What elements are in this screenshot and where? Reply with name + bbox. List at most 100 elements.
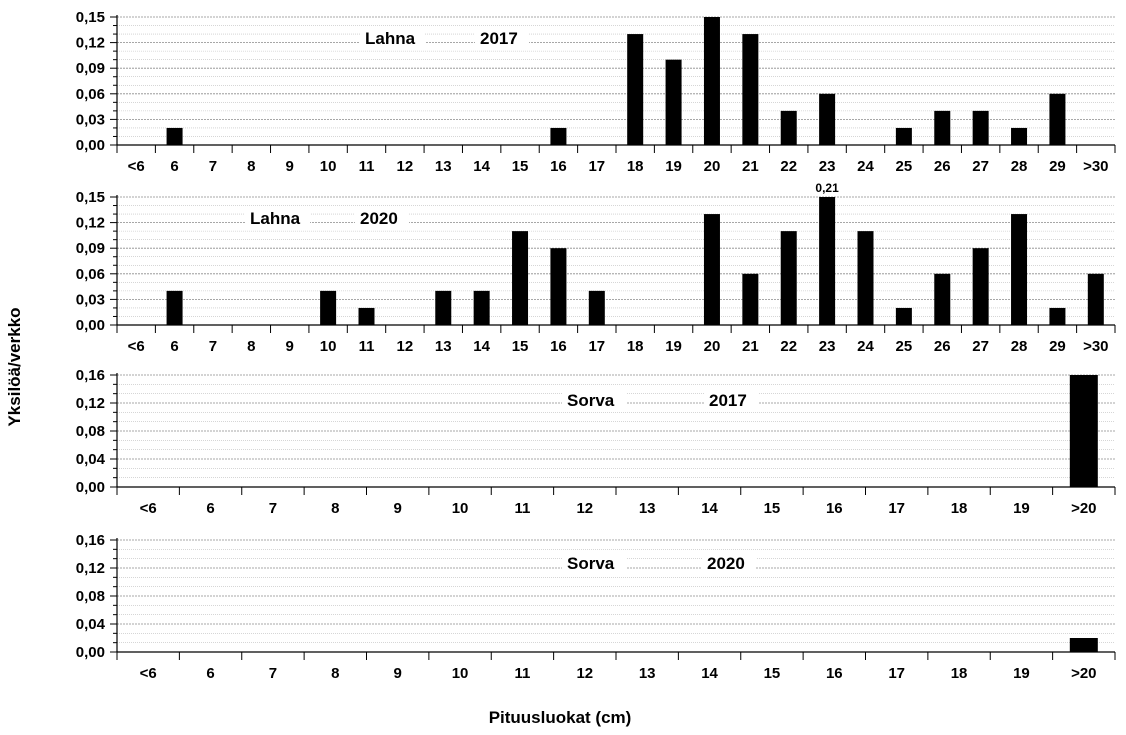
x-tick-label: 21 — [742, 158, 759, 175]
x-tick-label: 22 — [780, 338, 797, 355]
x-tick-label: 16 — [826, 500, 843, 517]
chart-title-backing — [562, 554, 627, 574]
y-tick-label: 0,09 — [76, 60, 105, 77]
bar-29 — [1049, 307, 1066, 325]
x-tick-label: 27 — [972, 158, 989, 175]
y-tick-label: 0,09 — [76, 240, 105, 257]
x-tick-label: 20 — [704, 338, 721, 355]
y-tick-label: 0,00 — [76, 137, 105, 154]
x-tick-label: 24 — [857, 158, 874, 175]
x-tick-label: >30 — [1083, 338, 1108, 355]
y-tick-label: 0,06 — [76, 266, 105, 283]
bar-26 — [934, 273, 951, 325]
bar-28 — [1011, 127, 1028, 145]
bar-10 — [320, 290, 337, 325]
y-tick-label: 0,00 — [76, 644, 105, 661]
x-tick-label: 15 — [512, 158, 529, 175]
x-tick-label: 10 — [320, 158, 337, 175]
y-tick-label: 0,12 — [76, 560, 105, 577]
chart-year-backing — [475, 29, 529, 49]
chart-year-backing — [704, 391, 758, 411]
chart-title: Sorva — [567, 391, 615, 410]
x-tick-label: 28 — [1011, 158, 1028, 175]
x-tick-label: 8 — [247, 338, 255, 355]
x-tick-label: 9 — [286, 158, 294, 175]
x-tick-label: <6 — [128, 338, 145, 355]
chart-title-backing — [245, 209, 310, 229]
x-tick-label: 15 — [764, 500, 781, 517]
chart-year-backing — [355, 209, 409, 229]
x-tick-label: 23 — [819, 158, 836, 175]
x-tick-label: 14 — [473, 158, 490, 175]
chart-title-backing — [360, 29, 425, 49]
x-tick-label: 17 — [888, 500, 905, 517]
bar-27 — [972, 248, 989, 325]
x-tick-label: 19 — [1013, 665, 1030, 682]
x-tick-label: 17 — [888, 665, 905, 682]
x-tick-label: <6 — [128, 158, 145, 175]
x-tick-label: >20 — [1071, 665, 1096, 682]
x-tick-label: 7 — [209, 158, 217, 175]
x-tick-label: 19 — [1013, 500, 1030, 517]
chart-title: Lahna — [250, 209, 301, 228]
x-tick-label: 11 — [515, 665, 531, 682]
y-tick-label: 0,03 — [76, 291, 105, 308]
chart-year: 2017 — [480, 29, 518, 48]
bar-6 — [166, 290, 183, 325]
chart-title: Sorva — [567, 554, 615, 573]
x-tick-label: 18 — [951, 665, 968, 682]
y-tick-label: 0,03 — [76, 111, 105, 128]
y-tick-label: 0,08 — [76, 423, 105, 440]
x-tick-label: 13 — [435, 338, 452, 355]
x-tick-label: 11 — [359, 338, 375, 355]
x-tick-label: 7 — [269, 500, 277, 517]
x-tick-label: 21 — [742, 338, 759, 355]
x-tick-label: 13 — [639, 500, 656, 517]
chart-panels: 0,00 0,03 0,06 0,09 0,12 0,15 <6 6 7 8 9 10 11 12 13 14… — [76, 9, 1116, 682]
x-tick-label: 7 — [209, 338, 217, 355]
x-tick-label: 14 — [701, 500, 718, 517]
y-tick-label: 0,12 — [76, 395, 105, 412]
y-tick-label: 0,06 — [76, 86, 105, 103]
bar-21 — [742, 273, 759, 325]
x-tick-label: 8 — [331, 665, 339, 682]
x-tick-label: 9 — [286, 338, 294, 355]
bar->20 — [1069, 638, 1098, 652]
x-tick-label: 8 — [247, 158, 255, 175]
x-tick-label: 15 — [512, 338, 529, 355]
x-tick-label: 6 — [206, 500, 214, 517]
chart-year: 2020 — [707, 554, 745, 573]
x-tick-label: 12 — [576, 500, 593, 517]
x-tick-label: 17 — [588, 158, 605, 175]
bar-21 — [742, 34, 759, 145]
x-tick-label: 29 — [1049, 158, 1066, 175]
x-tick-label: 16 — [550, 338, 567, 355]
chart-panel-1: 0,00 0,03 0,06 0,09 0,12 0,15 <6 6 7 8 9 10 11 12 13 14… — [76, 9, 1116, 175]
bar-16 — [550, 248, 567, 325]
x-tick-label: 18 — [627, 338, 644, 355]
bar-24 — [857, 231, 874, 325]
x-tick-label: 12 — [397, 158, 414, 175]
y-tick-label: 0,12 — [76, 215, 105, 232]
x-tick-label: >30 — [1083, 158, 1108, 175]
x-tick-label: <6 — [140, 665, 157, 682]
bar-22 — [780, 231, 797, 325]
chart-panel-4: 0,00 0,04 0,08 0,12 0,16 <6 6 7 8 9 10 11 12 13 14 15 16… — [76, 532, 1116, 682]
x-tick-label: 19 — [665, 338, 682, 355]
x-tick-label: 9 — [394, 665, 402, 682]
chart-panel-2: 0,00 0,03 0,06 0,09 0,12 0,15 <6 6 7 8 9 10 11 12 13 14… — [76, 181, 1116, 355]
x-tick-label: 23 — [819, 338, 836, 355]
x-tick-label: 26 — [934, 158, 951, 175]
x-tick-label: 22 — [780, 158, 797, 175]
x-tick-label: 6 — [170, 158, 178, 175]
x-tick-label: 15 — [764, 665, 781, 682]
bar-27 — [972, 110, 989, 145]
x-tick-label: 10 — [320, 338, 337, 355]
bar-11 — [358, 307, 375, 325]
bar-15 — [512, 231, 529, 325]
chart-year-backing — [702, 554, 756, 574]
x-tick-label: 10 — [452, 500, 469, 517]
chart-title-backing — [562, 391, 627, 411]
x-tick-label: 12 — [576, 665, 593, 682]
